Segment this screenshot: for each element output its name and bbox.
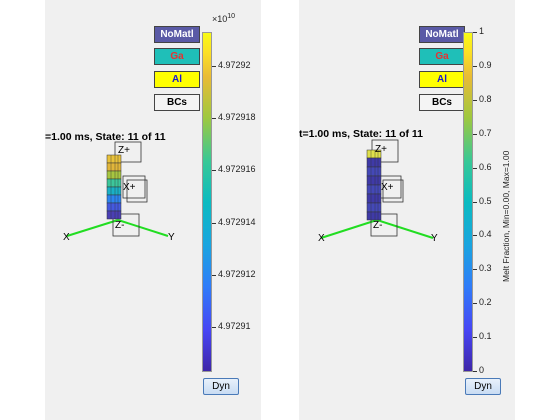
- colorbar-tick: [473, 167, 477, 169]
- colorbar-tick-label: 0: [479, 365, 485, 375]
- colorbar-tick: [212, 170, 216, 172]
- colorbar: [202, 32, 212, 372]
- colorbar-tick: [473, 371, 477, 372]
- zminus-label: Z-: [115, 220, 125, 231]
- state-title: =1.00 ms, State: 11 of 11: [45, 131, 166, 143]
- ga-button[interactable]: Ga: [154, 48, 200, 65]
- y-axis-line: [376, 219, 434, 239]
- colorbar-tick-label: 0.9: [479, 59, 492, 70]
- colorbar-tick: [473, 133, 477, 135]
- colorbar-tick: [212, 118, 216, 120]
- colorbar-tick-label: 4.972918: [218, 112, 256, 123]
- left-figure-panel: =1.00 ms, State: 11 of 11 Z+ X+ Z- X Y N…: [45, 0, 261, 420]
- xplus-label: X+: [123, 182, 136, 193]
- dyn-button[interactable]: Dyn: [465, 378, 501, 395]
- colorbar-label: Melt Fraction, Min=0.00, Max=1.00: [501, 150, 511, 282]
- xplus-box-back: [126, 179, 148, 203]
- zplus-label: Z+: [375, 144, 387, 155]
- cylinder-mesh: [106, 154, 122, 220]
- colorbar-tick-label: 0.5: [479, 195, 492, 206]
- xplus-box-back: [382, 179, 404, 203]
- colorbar-tick-label: 4.97291: [218, 321, 251, 331]
- colorbar: [463, 32, 473, 372]
- right-3d-view: [320, 139, 434, 239]
- colorbar-tick-label: 0.4: [479, 229, 492, 240]
- colorbar-tick: [473, 65, 477, 67]
- colorbar-tick-label: 4.97292: [218, 60, 251, 70]
- colorbar-tick: [212, 327, 216, 328]
- colorbar-tick-label: 0.1: [479, 331, 492, 342]
- x-axis-line: [66, 219, 119, 237]
- y-axis-line: [117, 219, 169, 237]
- al-button[interactable]: Al: [419, 71, 465, 88]
- colorbar-tick-label: 4.972914: [218, 216, 256, 227]
- zminus-label: Z-: [373, 220, 383, 231]
- colorbar-tick-label: 0.2: [479, 297, 492, 308]
- x-axis-label: X: [63, 232, 70, 243]
- nomatl-button[interactable]: NoMatl: [154, 26, 200, 43]
- y-axis-label: Y: [431, 233, 438, 244]
- colorbar-tick: [212, 222, 216, 224]
- colorbar-tick-label: 0.6: [479, 161, 492, 172]
- colorbar-tick: [212, 66, 216, 67]
- zminus-box: [370, 213, 398, 237]
- nomatl-button[interactable]: NoMatl: [419, 26, 465, 43]
- xplus-label: X+: [381, 182, 394, 193]
- colorbar-exponent: ×1010: [212, 13, 236, 24]
- state-title: t=1.00 ms, State: 11 of 11: [299, 128, 424, 140]
- colorbar-tick-label: 4.972916: [218, 164, 256, 175]
- x-axis-label: X: [318, 233, 325, 244]
- al-button[interactable]: Al: [154, 71, 200, 88]
- ga-button[interactable]: Ga: [419, 48, 465, 65]
- zplus-label: Z+: [118, 145, 130, 156]
- colorbar-tick-label: 1: [479, 26, 485, 36]
- right-figure-panel: t=1.00 ms, State: 11 of 11 Z+ X+ Z- X Y …: [299, 0, 515, 420]
- colorbar-tick-label: 0.8: [479, 93, 492, 104]
- x-axis-line: [320, 219, 378, 239]
- colorbar-tick: [212, 274, 216, 276]
- colorbar-tick: [473, 235, 477, 237]
- y-axis-label: Y: [168, 232, 175, 243]
- colorbar-tick: [473, 269, 477, 271]
- colorbar-tick-label: 0.3: [479, 263, 492, 274]
- colorbar-tick: [473, 99, 477, 101]
- cylinder-mesh: [366, 149, 382, 221]
- colorbar-tick-label: 0.7: [479, 127, 492, 138]
- colorbar-tick-label: 4.972912: [218, 268, 256, 279]
- colorbar-tick: [473, 201, 477, 203]
- colorbar-tick: [473, 32, 477, 33]
- bcs-button[interactable]: BCs: [154, 94, 200, 111]
- zplus-box: [114, 141, 142, 163]
- colorbar-tick: [473, 337, 477, 339]
- bcs-button[interactable]: BCs: [419, 94, 465, 111]
- xplus-box: [122, 175, 146, 199]
- colorbar-tick: [473, 303, 477, 305]
- left-3d-view: [66, 141, 169, 237]
- zminus-box: [112, 213, 140, 237]
- dyn-button[interactable]: Dyn: [203, 378, 239, 395]
